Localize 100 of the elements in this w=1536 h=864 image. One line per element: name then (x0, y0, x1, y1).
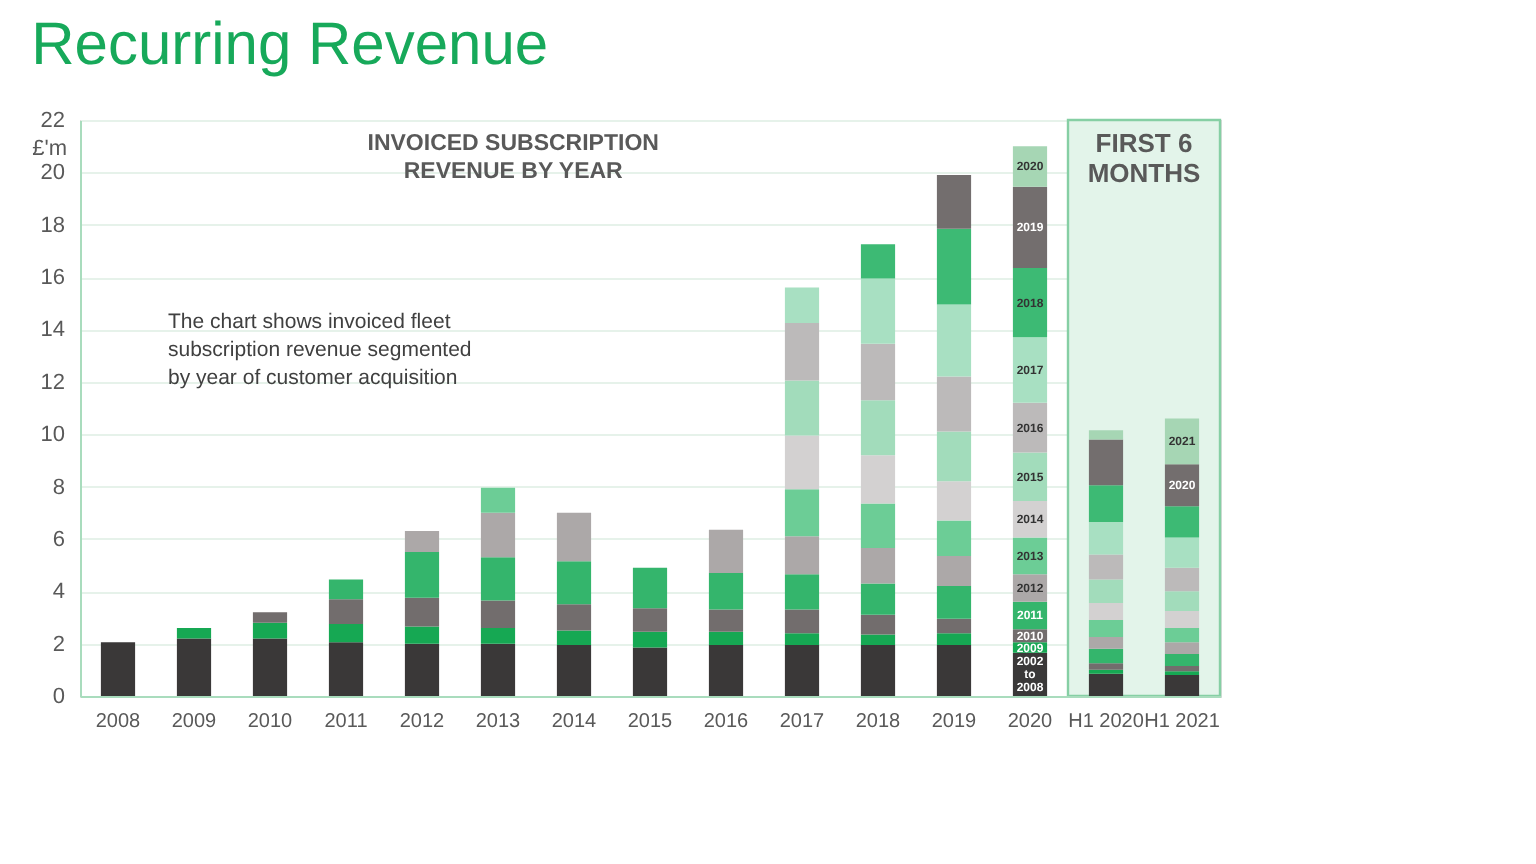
bar (556, 561, 592, 605)
chart-title: Recurring Revenue (31, 12, 549, 78)
bar (1164, 537, 1200, 568)
x-tick-label: 2014 (551, 711, 598, 733)
bar (936, 644, 972, 696)
bar (252, 638, 288, 696)
y-tick-label: 8 (52, 475, 65, 500)
bar (1164, 654, 1200, 666)
bar (1012, 267, 1048, 338)
bar (860, 644, 896, 696)
y-tick-label: 12 (40, 370, 65, 395)
bar (480, 557, 516, 601)
bar (1088, 579, 1124, 604)
bar (1088, 637, 1124, 649)
bar (936, 376, 972, 432)
bar (404, 597, 440, 627)
bar (708, 529, 744, 573)
bar (328, 599, 364, 624)
bar (784, 609, 820, 634)
bar (480, 643, 516, 696)
x-tick-label: 2013 (475, 711, 522, 733)
bar (860, 548, 896, 584)
y-tick-label: 18 (40, 213, 65, 238)
y-tick-label: 22 (40, 109, 65, 133)
bar (860, 244, 896, 279)
bar (708, 631, 744, 645)
bar (1088, 603, 1124, 621)
bar (1164, 642, 1200, 655)
x-tick-label: 2018 (855, 711, 902, 733)
bar (784, 380, 820, 436)
bar (1088, 521, 1124, 555)
text: INVOICED SUBSCRIPTION REVENUE BY YEAR (367, 132, 659, 184)
bar (936, 174, 972, 229)
bar (1164, 627, 1200, 643)
bar (328, 642, 364, 696)
bar (252, 622, 288, 639)
bar (1164, 506, 1200, 538)
x-tick-label: 2020 (1007, 711, 1054, 733)
bar (556, 512, 592, 562)
bar (632, 647, 668, 696)
y-axis-title: £'m (32, 137, 67, 161)
bar (1012, 186, 1048, 268)
bar (936, 431, 972, 482)
bar (860, 455, 896, 504)
bar (252, 612, 288, 623)
bar (1088, 620, 1124, 638)
x-tick-label: 2016 (703, 711, 750, 733)
x-tick-label: 2015 (627, 711, 674, 733)
bar (860, 278, 896, 344)
x-tick-label: 2009 (171, 711, 218, 733)
bar (936, 586, 972, 619)
bar (1088, 439, 1124, 486)
bar (784, 536, 820, 575)
bar (936, 618, 972, 634)
y-tick-label: 2 (52, 632, 65, 657)
bar (328, 624, 364, 643)
bar (708, 572, 744, 610)
bar (176, 638, 212, 696)
y-tick-label: 16 (40, 266, 65, 291)
bar (936, 520, 972, 556)
x-tick-label: 2011 (324, 711, 369, 733)
band-label: FIRST 6 MONTHS (1087, 128, 1201, 188)
bar (1164, 591, 1200, 611)
bar (1088, 485, 1124, 522)
bar (860, 343, 896, 401)
x-tick-label: 2010 (247, 711, 294, 733)
bar (784, 489, 820, 537)
bar (936, 633, 972, 645)
bar (480, 627, 516, 644)
bar (1012, 337, 1048, 403)
bar (708, 609, 744, 632)
bar (404, 531, 440, 552)
bar (860, 503, 896, 549)
bar (556, 604, 592, 631)
bar (936, 481, 972, 521)
bar (556, 644, 592, 696)
bar (860, 400, 896, 456)
y-tick-label: 20 (40, 161, 65, 186)
bar (632, 608, 668, 632)
bar (404, 626, 440, 644)
bar (1164, 567, 1200, 592)
bar (1088, 554, 1124, 580)
bar (480, 600, 516, 628)
annotation: The chart shows invoiced fleet subscription revenue segmented by year of customer acquisition (168, 310, 472, 390)
bar (1164, 610, 1200, 628)
bar (784, 644, 820, 696)
bar (1088, 430, 1124, 440)
bar (860, 614, 896, 635)
x-tick-label: H1 2021 (1144, 711, 1221, 733)
bar (784, 633, 820, 645)
bar (404, 552, 440, 598)
y-tick-label: 0 (52, 685, 65, 709)
bar (632, 567, 668, 609)
bar (480, 512, 516, 558)
bar (784, 574, 820, 610)
bar (556, 630, 592, 645)
bar (860, 583, 896, 615)
x-tick-label: H1 2020 (1068, 711, 1145, 733)
bar (936, 304, 972, 377)
x-tick-label: 2008 (95, 711, 142, 733)
